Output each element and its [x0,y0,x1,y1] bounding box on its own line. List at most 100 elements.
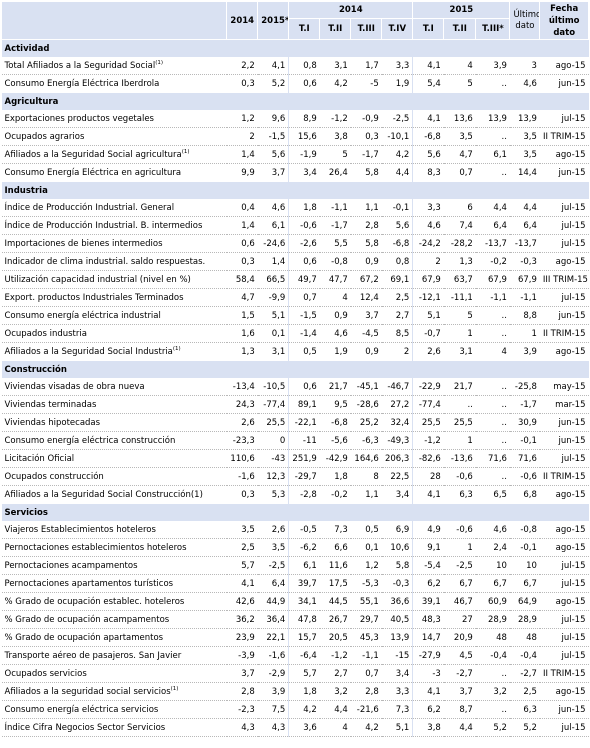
cell-value: 4,2 [288,700,320,719]
cell-value: 4 [319,718,351,737]
cell-value: 0,1 [257,324,290,343]
cell-value: 13,9 [381,628,414,647]
cell-value: 5,4 [412,74,444,93]
row-label: Total Afiliados a la Seguridad Social [4,60,156,71]
cell-value: -1,7 [350,145,382,164]
cell-value: -29,7 [288,467,320,486]
header-q2015: T.I [412,18,445,40]
cell-value: 44,5 [319,592,351,611]
cell-date: jun-15 [539,431,589,450]
cell-value: -2,9 [257,664,290,683]
cell-value: -0,6 [288,216,320,235]
row-label-cell: Afiliados a la seguridad social servicio… [1,682,227,701]
table-row: Importaciones de bienes intermedios 0,6 -2… [1,234,589,253]
cell-value: 14,4 [509,163,540,182]
cell-value: 4 [319,288,351,307]
cell-value: 23,9 [226,628,258,647]
cell-value: 14,7 [412,628,444,647]
row-label: Índice de Producción Industrial. B. inte… [4,220,203,231]
cell-value: 6,1 [288,556,320,575]
cell-value: -13,6 [443,449,476,468]
cell-value: -82,6 [412,449,444,468]
row-label-cell: Export. productos Industriales Terminado… [1,288,227,307]
row-label: Pernoctaciones establecimientos hotelero… [4,542,187,553]
cell-value: 9,1 [412,538,444,557]
cell-value: 5,1 [412,306,444,325]
cell-value: 34,1 [288,592,320,611]
cell-value: 6,4 [475,216,510,235]
cell-value: -0,1 [509,431,540,450]
cell-value: .. [475,700,510,719]
cell-value: 1,4 [257,252,290,271]
cell-value: 20,5 [319,628,351,647]
table-row: Ocupados servicios 3,7 -2,9 5,7 2,7 0,7 3,4 -3-… [1,664,589,683]
table-row: Afiliados a la Seguridad Social Industri… [1,342,589,361]
cell-value: 15,6 [288,127,320,146]
cell-value: 3,5 [509,127,540,146]
cell-value: 12,3 [257,467,290,486]
cell-date: jul-15 [539,234,589,253]
row-label: Exportaciones productos vegetales [4,113,155,124]
section-header-row: Agricultura [1,92,589,110]
cell-value: 49,7 [288,270,320,289]
header-blank [0,1,228,40]
row-footnote-mark: (1) [181,148,190,155]
cell-value: 5,6 [412,145,444,164]
row-label: Transporte aéreo de pasajeros. San Javie… [4,650,182,661]
cell-value: 7,3 [381,700,414,719]
cell-value: 6,1 [257,216,290,235]
cell-value: -1,9 [288,145,320,164]
table-row: Ocupados construcción -1,6 12,3 -29,7 1,8 8 22… [1,467,589,486]
cell-date: ago-15 [539,521,589,539]
cell-value: 4,6 [475,521,510,539]
cell-value: 25,5 [443,413,476,432]
cell-value: -0,9 [350,110,382,128]
row-label: Afiliados a la Seguridad Social Construc… [4,489,203,500]
row-label: Viviendas terminadas [4,399,97,410]
row-label: Consumo energía eléctrica servicios [4,704,159,715]
cell-value: -11,1 [443,288,476,307]
cell-value: 2 [226,127,258,146]
table-row: Pernoctaciones establecimientos hotelero… [1,538,589,557]
cell-value: 3,1 [257,342,290,361]
cell-value: -1,2 [319,110,351,128]
cell-date: ago-15 [539,592,589,611]
cell-value: 21,7 [319,378,351,396]
cell-value: 58,4 [226,270,258,289]
cell-value: .. [475,324,510,343]
cell-value: 2,5 [226,538,258,557]
cell-value: 5,7 [288,664,320,683]
cell-value: 0,7 [443,163,476,182]
cell-value: -1,1 [319,199,351,217]
cell-date: jun-15 [539,413,589,432]
row-label-cell: % Grado de ocupación apartamentos [1,628,227,647]
section-header-row: Industria [1,181,589,199]
header-quarters-2014: 2014 [288,1,414,19]
row-label-cell: Consumo Energía Eléctrica en agricultura [1,163,227,182]
cell-value: 3,9 [475,57,510,75]
cell-value: 5 [443,74,476,93]
cell-value: 5,7 [226,556,258,575]
cell-value: 2 [381,342,414,361]
cell-value: 4,1 [226,574,258,593]
row-label-cell: Viviendas hipotecadas [1,413,227,432]
cell-value: 3,5 [509,145,540,164]
cell-value: -25,8 [509,378,540,396]
cell-value: 1,6 [226,324,258,343]
cell-value: -1,1 [475,288,510,307]
cell-value: 20,9 [443,628,476,647]
cell-value: 27,2 [381,395,414,414]
header-q2015: T.II [443,18,477,40]
row-label-cell: Afiliados a la Seguridad Social Construc… [1,485,227,504]
row-label: Ocupados construcción [4,471,104,482]
cell-value: -11 [288,431,320,450]
cell-value: 27 [443,610,476,629]
cell-value: 1,3 [226,342,258,361]
cell-value: 4,4 [319,700,351,719]
cell-value: 40,5 [381,610,414,629]
cell-date: ago-15 [539,57,589,75]
cell-value: -6,3 [350,431,382,450]
cell-value: 0,8 [288,57,320,75]
cell-value: 9,5 [319,395,351,414]
section-title: Construcción [1,360,589,378]
